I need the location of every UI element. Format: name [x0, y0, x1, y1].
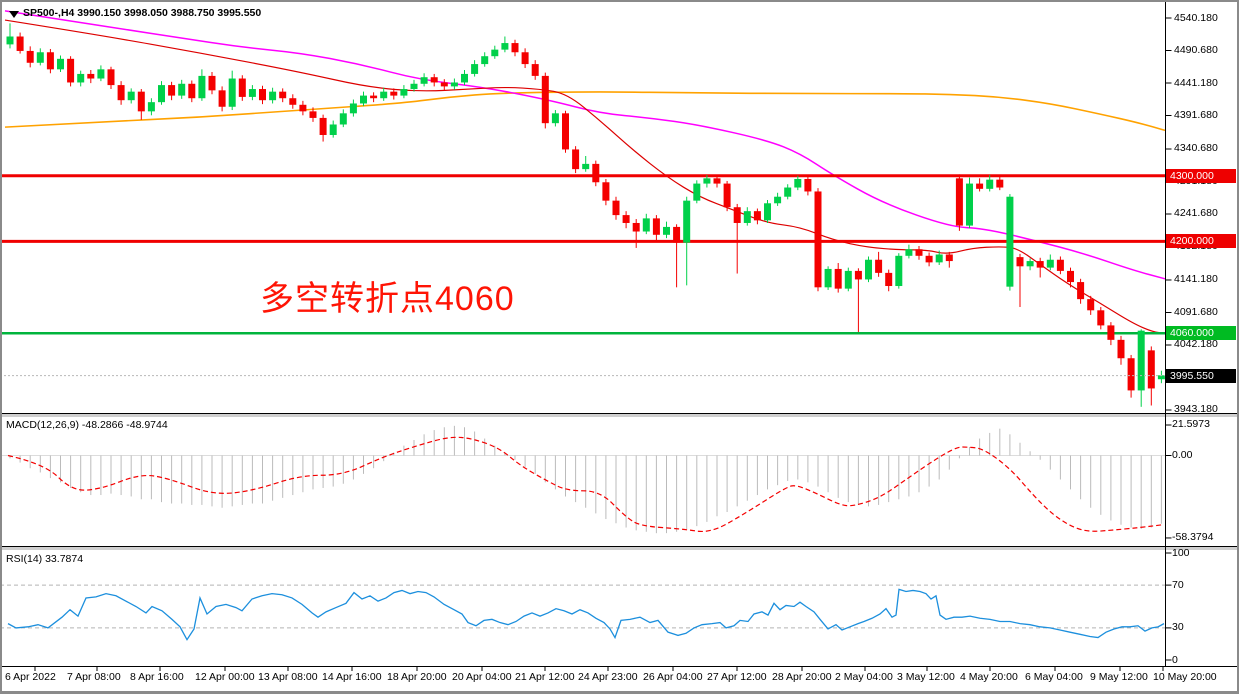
price-level-badge: 4060.000 — [1166, 326, 1236, 341]
time-axis-label: 20 Apr 04:00 — [452, 671, 512, 683]
time-axis-label: 4 May 20:00 — [960, 671, 1018, 683]
window-frame-top — [0, 0, 1239, 2]
price-axis-label: 4141.180 — [1174, 273, 1218, 286]
time-axis-label: 2 May 04:00 — [835, 671, 893, 683]
window-frame-right — [1237, 2, 1239, 692]
time-axis-label: 14 Apr 16:00 — [322, 671, 382, 683]
price-level-badge: 4200.000 — [1166, 234, 1236, 249]
time-axis-label: 27 Apr 12:00 — [707, 671, 767, 683]
price-axis-label: 4490.680 — [1174, 44, 1218, 56]
window-frame-left — [0, 2, 2, 692]
price-axis-label: 4340.680 — [1174, 142, 1218, 155]
price-level-badge: 3995.550 — [1166, 368, 1236, 383]
macd-axis-label: -58.3794 — [1172, 531, 1214, 544]
price-axis-label: 3943.180 — [1174, 403, 1218, 416]
price-axis-label: 4091.680 — [1174, 305, 1218, 318]
price-axis-label: 4042.180 — [1174, 338, 1218, 351]
price-axis-label: 4241.680 — [1174, 207, 1218, 220]
time-axis-label: 9 May 12:00 — [1090, 671, 1148, 683]
time-axis-label: 28 Apr 20:00 — [772, 671, 832, 683]
rsi-axis-label: 70 — [1172, 578, 1184, 591]
time-axis-label: 21 Apr 12:00 — [515, 671, 575, 683]
time-axis-label: 24 Apr 23:00 — [578, 671, 638, 683]
time-axis-label: 12 Apr 00:00 — [195, 671, 255, 683]
price-axis-label: 4441.180 — [1174, 76, 1218, 89]
time-axis-label: 26 Apr 04:00 — [643, 671, 703, 683]
time-axis-label: 10 May 20:00 — [1153, 671, 1217, 683]
rsi-axis-label: 0 — [1172, 653, 1178, 666]
macd-axis-label: 0.00 — [1172, 449, 1193, 461]
rsi-axis-label: 100 — [1172, 546, 1190, 559]
macd-indicator-label: MACD(12,26,9) -48.2866 -48.9744 — [6, 419, 168, 431]
macd-axis-label: 21.5973 — [1172, 418, 1210, 431]
time-axis-label: 6 Apr 2022 — [5, 671, 56, 683]
rsi-axis-label: 30 — [1172, 621, 1184, 634]
price-axis-label: 4540.180 — [1174, 11, 1218, 24]
time-axis-label: 3 May 12:00 — [897, 671, 955, 683]
time-axis-label: 13 Apr 08:00 — [258, 671, 318, 683]
time-axis-label: 18 Apr 20:00 — [387, 671, 447, 683]
time-axis-label: 8 Apr 16:00 — [130, 671, 184, 683]
rsi-indicator-label: RSI(14) 33.7874 — [6, 553, 84, 565]
price-level-badge: 4300.000 — [1166, 168, 1236, 183]
time-axis-label: 7 Apr 08:00 — [67, 671, 121, 683]
chart-title: SP500-,H4 3990.150 3998.050 3988.750 399… — [23, 7, 262, 19]
symbol-dropdown-arrow-icon[interactable] — [9, 11, 19, 18]
price-axis-label: 4391.680 — [1174, 109, 1218, 121]
chart-annotation-text: 多空转折点4060 — [260, 280, 515, 318]
window-frame-bottom — [0, 691, 1239, 694]
time-axis-label: 6 May 04:00 — [1025, 671, 1083, 683]
